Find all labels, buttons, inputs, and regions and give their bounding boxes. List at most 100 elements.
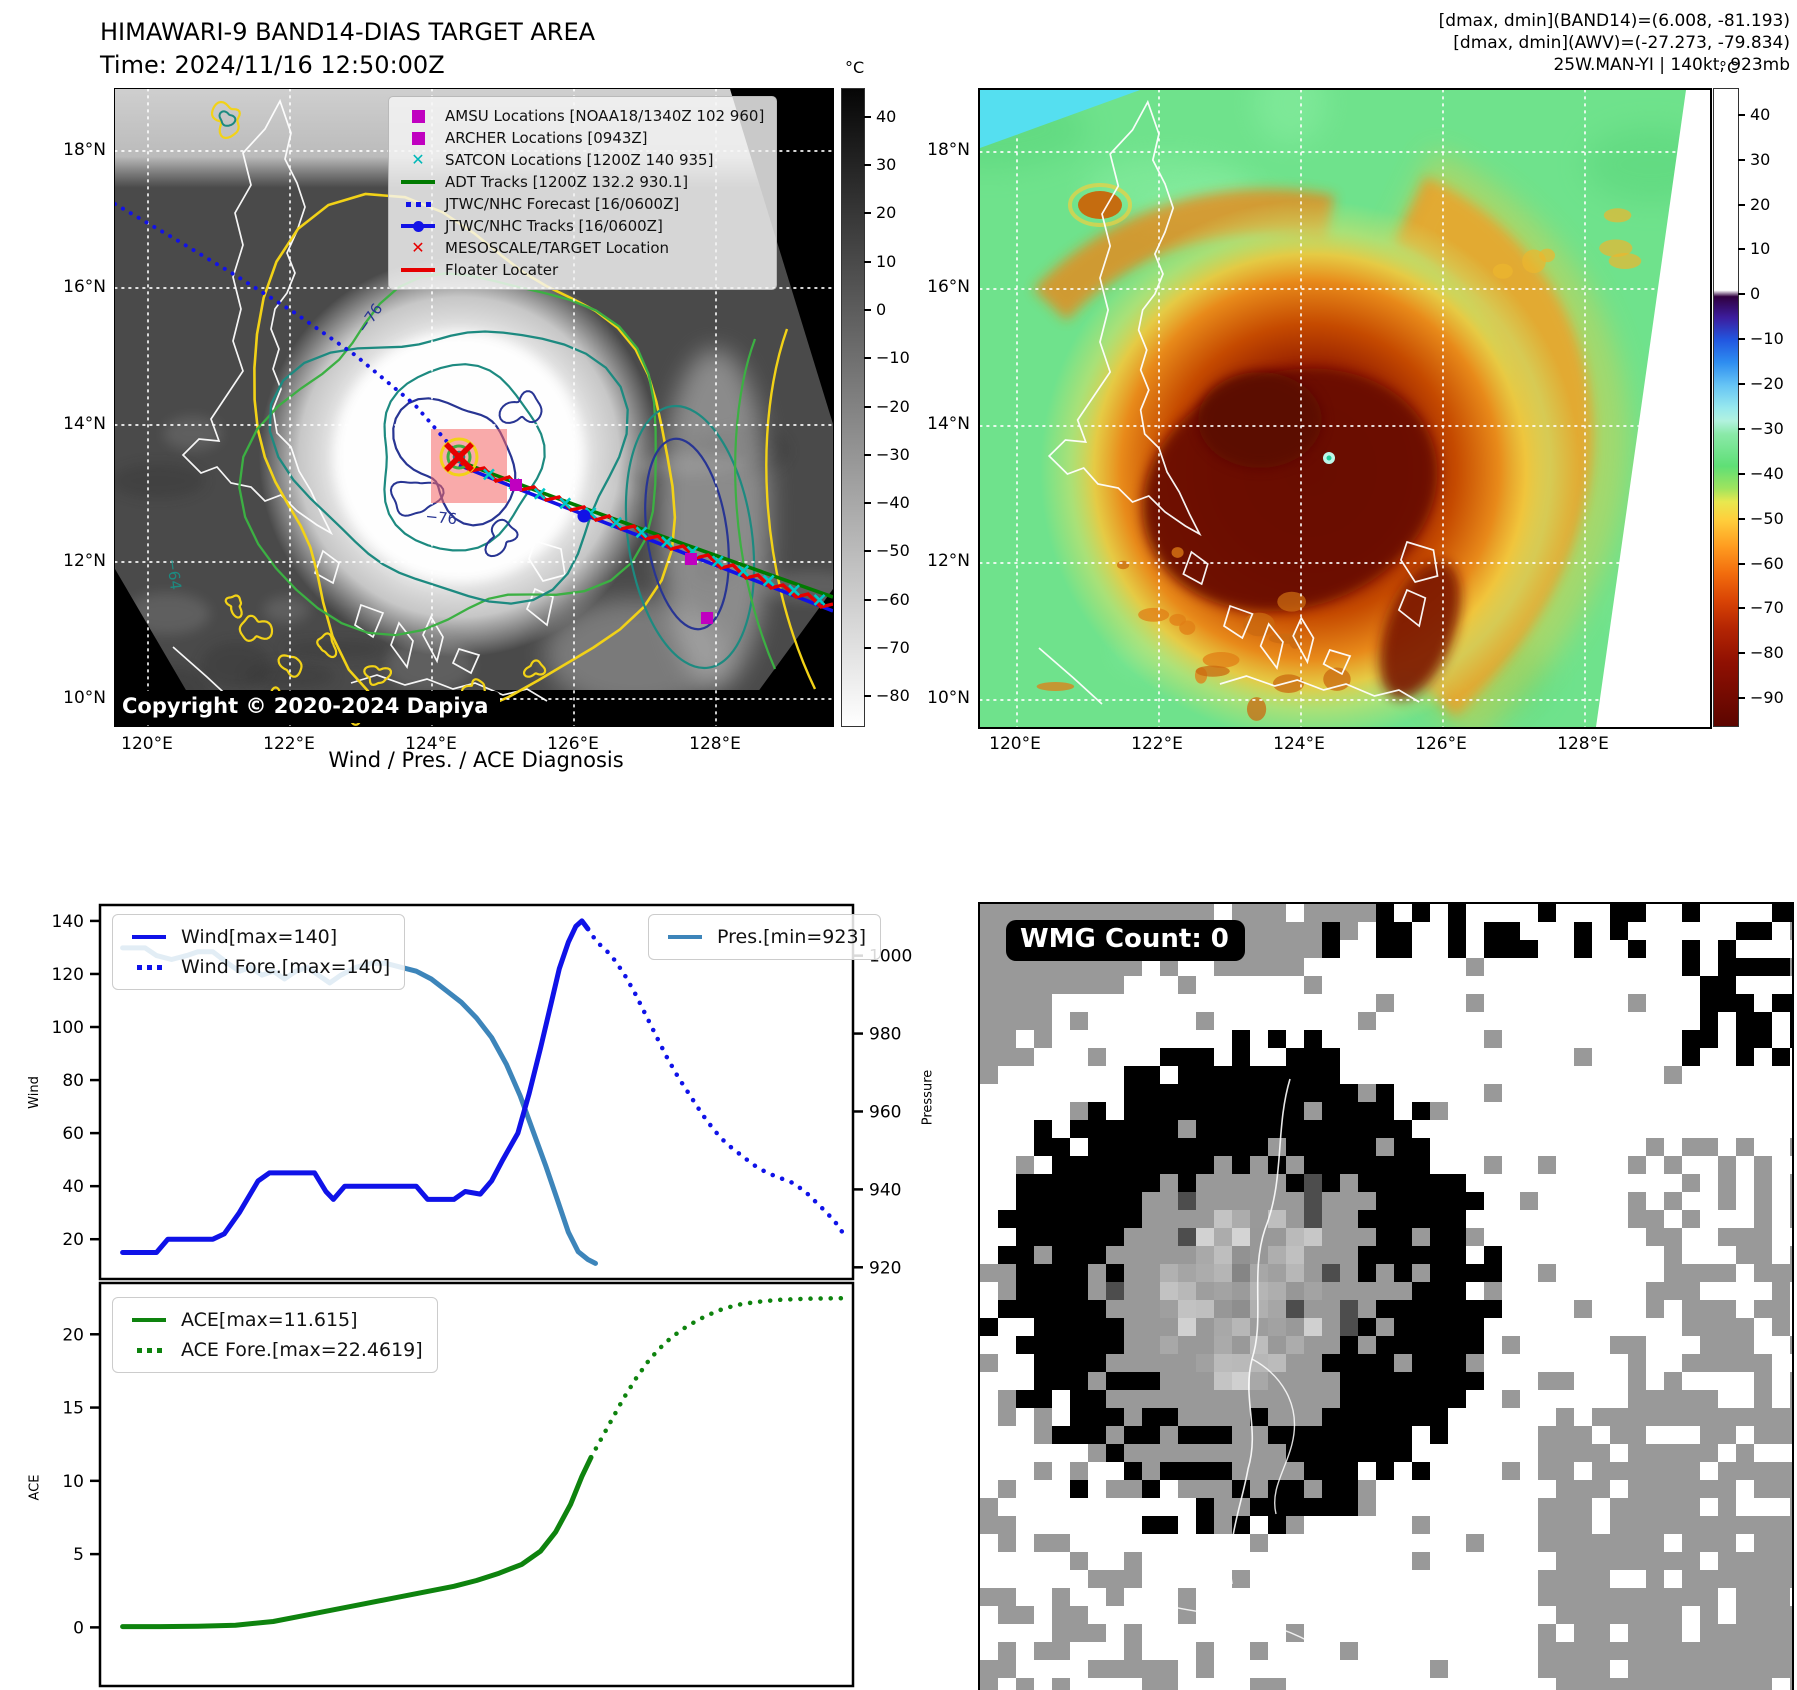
legend-item-label: ACE Fore.[max=22.4619] <box>181 1339 423 1361</box>
band14-x-tick-label: 126°E <box>547 734 599 754</box>
ace-legend: ACE[max=11.615] ACE Fore.[max=22.4619] <box>112 1297 438 1373</box>
legend-item-label: Wind Fore.[max=140] <box>181 956 391 978</box>
square-marker-icon <box>399 131 437 145</box>
legend-item-label: JTWC/NHC Forecast [16/0600Z] <box>445 195 680 213</box>
awv-x-tick-label: 120°E <box>989 734 1041 754</box>
band14-y-tick-label: 14°N <box>63 414 106 434</box>
awv-y-tick-label: 18°N <box>927 140 970 160</box>
svg-text:5: 5 <box>73 1545 84 1565</box>
colorbar-tick-label: −10 <box>876 348 910 368</box>
x-marker-icon: ✕ <box>411 150 425 169</box>
pressure-legend: Pres.[min=923] <box>648 914 881 960</box>
colorbar-tick-label: 30 <box>876 155 897 175</box>
legend-item-label: SATCON Locations [1200Z 140 935] <box>445 151 714 169</box>
colorbar-tick-label: −80 <box>876 686 910 706</box>
colorbar-tick-label: −70 <box>1750 598 1784 618</box>
pressure-axis-label: Pressure <box>920 1069 936 1126</box>
colorbar-tick-label: 0 <box>1750 284 1761 304</box>
colorbar-tick-mark <box>1738 517 1745 520</box>
svg-text:120: 120 <box>52 965 84 985</box>
svg-text:980: 980 <box>869 1025 901 1045</box>
awv-y-tick-label: 14°N <box>927 414 970 434</box>
square-marker-icon <box>399 109 437 123</box>
page-title: HIMAWARI-9 BAND14-DIAS TARGET AREA <box>100 18 596 46</box>
colorbar-tick-label: −20 <box>1750 374 1784 394</box>
legend-item-label: Floater Locater <box>445 261 559 279</box>
svg-text:940: 940 <box>869 1180 901 1200</box>
legend-item-label: AMSU Locations [NOAA18/1340Z 102 960] <box>445 107 765 125</box>
legend-item: ADT Tracks [1200Z 132.2 930.1] <box>399 171 764 193</box>
band14-y-tick-label: 16°N <box>63 277 106 297</box>
colorbar-tick-label: 20 <box>876 203 897 223</box>
svg-text:−76: −76 <box>425 507 458 528</box>
colorbar-tick-label: 30 <box>1750 149 1771 169</box>
colorbar-tick-label: 10 <box>876 251 897 271</box>
line-marker-icon <box>127 1318 171 1322</box>
colorbar-tick-label: 40 <box>876 106 897 126</box>
colorbar-tick-mark <box>1738 293 1745 296</box>
legend-item-label: Pres.[min=923] <box>717 926 866 948</box>
legend-item: ACE[max=11.615] <box>127 1305 423 1335</box>
awv-x-tick-label: 122°E <box>1131 734 1183 754</box>
colorbar-tick-mark <box>864 598 871 601</box>
diagnosis-chart-title: Wind / Pres. / ACE Diagnosis <box>328 748 624 772</box>
legend-item: JTWC/NHC Forecast [16/0600Z] <box>399 193 764 215</box>
colorbar-tick-mark <box>1738 562 1745 565</box>
colorbar-tick-label: −10 <box>1750 329 1784 349</box>
colorbar-tick-mark <box>1738 652 1745 655</box>
band14-y-tick-label: 18°N <box>63 140 106 160</box>
awv-header-block: [dmax, dmin](BAND14)=(6.008, -81.193) [d… <box>1100 10 1790 76</box>
colorbar-tick-mark <box>1738 158 1745 161</box>
colorbar-tick-mark <box>864 115 871 118</box>
legend-item-label: ACE[max=11.615] <box>181 1309 358 1331</box>
colorbar-tick-label: −80 <box>1750 643 1784 663</box>
colorbar-tick-mark <box>864 212 871 215</box>
legend-item: JTWC/NHC Tracks [16/0600Z] <box>399 215 764 237</box>
colorbar-tick-mark <box>1738 472 1745 475</box>
ace-axis-label: ACE <box>27 1474 43 1501</box>
colorbar-tick-mark <box>864 646 871 649</box>
x-marker-icon: ✕ <box>411 238 425 257</box>
colorbar-tick-label: −50 <box>876 541 910 561</box>
colorbar-tick-mark <box>864 550 871 553</box>
colorbar-tick-mark <box>864 695 871 698</box>
storm-id-intensity: 25W.MAN-YI | 140kt, 923mb <box>1553 55 1790 75</box>
colorbar-tick-mark <box>864 453 871 456</box>
colorbar-tick-mark <box>864 308 871 311</box>
band14-x-tick-label: 120°E <box>121 734 173 754</box>
colorbar-tick-label: 40 <box>1750 104 1771 124</box>
svg-text:60: 60 <box>62 1124 84 1144</box>
colorbar-tick-mark <box>1738 113 1745 116</box>
colorbar-tick-mark <box>1738 248 1745 251</box>
colorbar-tick-mark <box>1738 607 1745 610</box>
colorbar-tick-mark <box>1738 427 1745 430</box>
line-marker-icon <box>127 935 171 939</box>
colorbar-tick-mark <box>864 405 871 408</box>
legend-item: Wind Fore.[max=140] <box>127 952 390 982</box>
colorbar-tick-label: 0 <box>876 299 887 319</box>
svg-text:0: 0 <box>73 1618 84 1638</box>
svg-text:40: 40 <box>62 1177 84 1197</box>
legend-item-label: Wind[max=140] <box>181 926 338 948</box>
wmg-count-badge: WMG Count: 0 <box>1006 920 1245 961</box>
colorbar-tick-mark <box>864 260 871 263</box>
awv-y-tick-label: 12°N <box>927 551 970 571</box>
svg-text:−64: −64 <box>163 557 185 591</box>
dotted-marker-icon <box>127 1347 171 1353</box>
wind-axis-label: Wind <box>26 1076 42 1109</box>
colorbar-tick-mark <box>864 502 871 504</box>
band14-y-tick-label: 12°N <box>63 551 106 571</box>
awv-y-tick-label: 16°N <box>927 277 970 297</box>
legend-item-label: ADT Tracks [1200Z 132.2 930.1] <box>445 173 689 191</box>
svg-text:20: 20 <box>62 1230 84 1250</box>
svg-text:20: 20 <box>62 1325 84 1345</box>
colorbar-tick-mark <box>1738 383 1745 386</box>
colorbar-tick-label: 10 <box>1750 239 1771 259</box>
legend-item-label: ARCHER Locations [0943Z] <box>445 129 648 147</box>
svg-text:80: 80 <box>62 1071 84 1091</box>
dotted-marker-icon <box>127 964 171 970</box>
colorbar-tick-label: −70 <box>876 637 910 657</box>
colorbar-tick-label: −60 <box>1750 553 1784 573</box>
colorbar-tick-label: 20 <box>1750 194 1771 214</box>
